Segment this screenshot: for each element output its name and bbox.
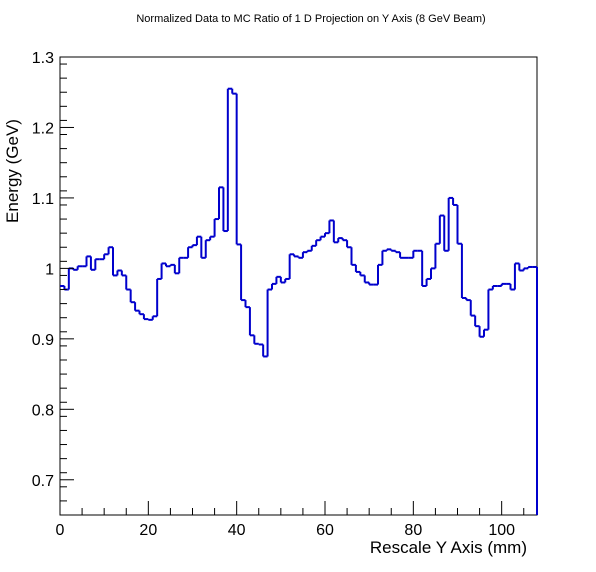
x-axis-label: Rescale Y Axis (mm) xyxy=(370,538,527,557)
y-tick-label: 1.1 xyxy=(32,191,54,208)
x-axis: 0 20 40 60 80 100 xyxy=(56,501,525,539)
y-tick-label: 1.2 xyxy=(32,120,54,137)
x-tick-label: 100 xyxy=(488,522,515,539)
x-tick-label: 0 xyxy=(56,522,65,539)
y-axis-label: Energy (GeV) xyxy=(3,119,22,223)
y-tick-label: 0.7 xyxy=(32,473,54,490)
y-tick-label: 0.9 xyxy=(32,332,54,349)
y-axis: 0.7 0.8 0.9 1 1.1 1.2 1.3 xyxy=(32,50,74,516)
y-tick-label: 1 xyxy=(45,261,54,278)
y-tick-label: 0.8 xyxy=(32,402,54,419)
x-tick-label: 80 xyxy=(404,522,422,539)
series-line xyxy=(60,87,538,515)
chart-title: Normalized Data to MC Ratio of 1 D Proje… xyxy=(136,13,485,25)
y-tick-label: 1.3 xyxy=(32,50,54,67)
x-tick-label: 40 xyxy=(228,522,246,539)
x-tick-label: 20 xyxy=(139,522,157,539)
series-layer xyxy=(60,87,538,515)
x-tick-label: 60 xyxy=(316,522,334,539)
